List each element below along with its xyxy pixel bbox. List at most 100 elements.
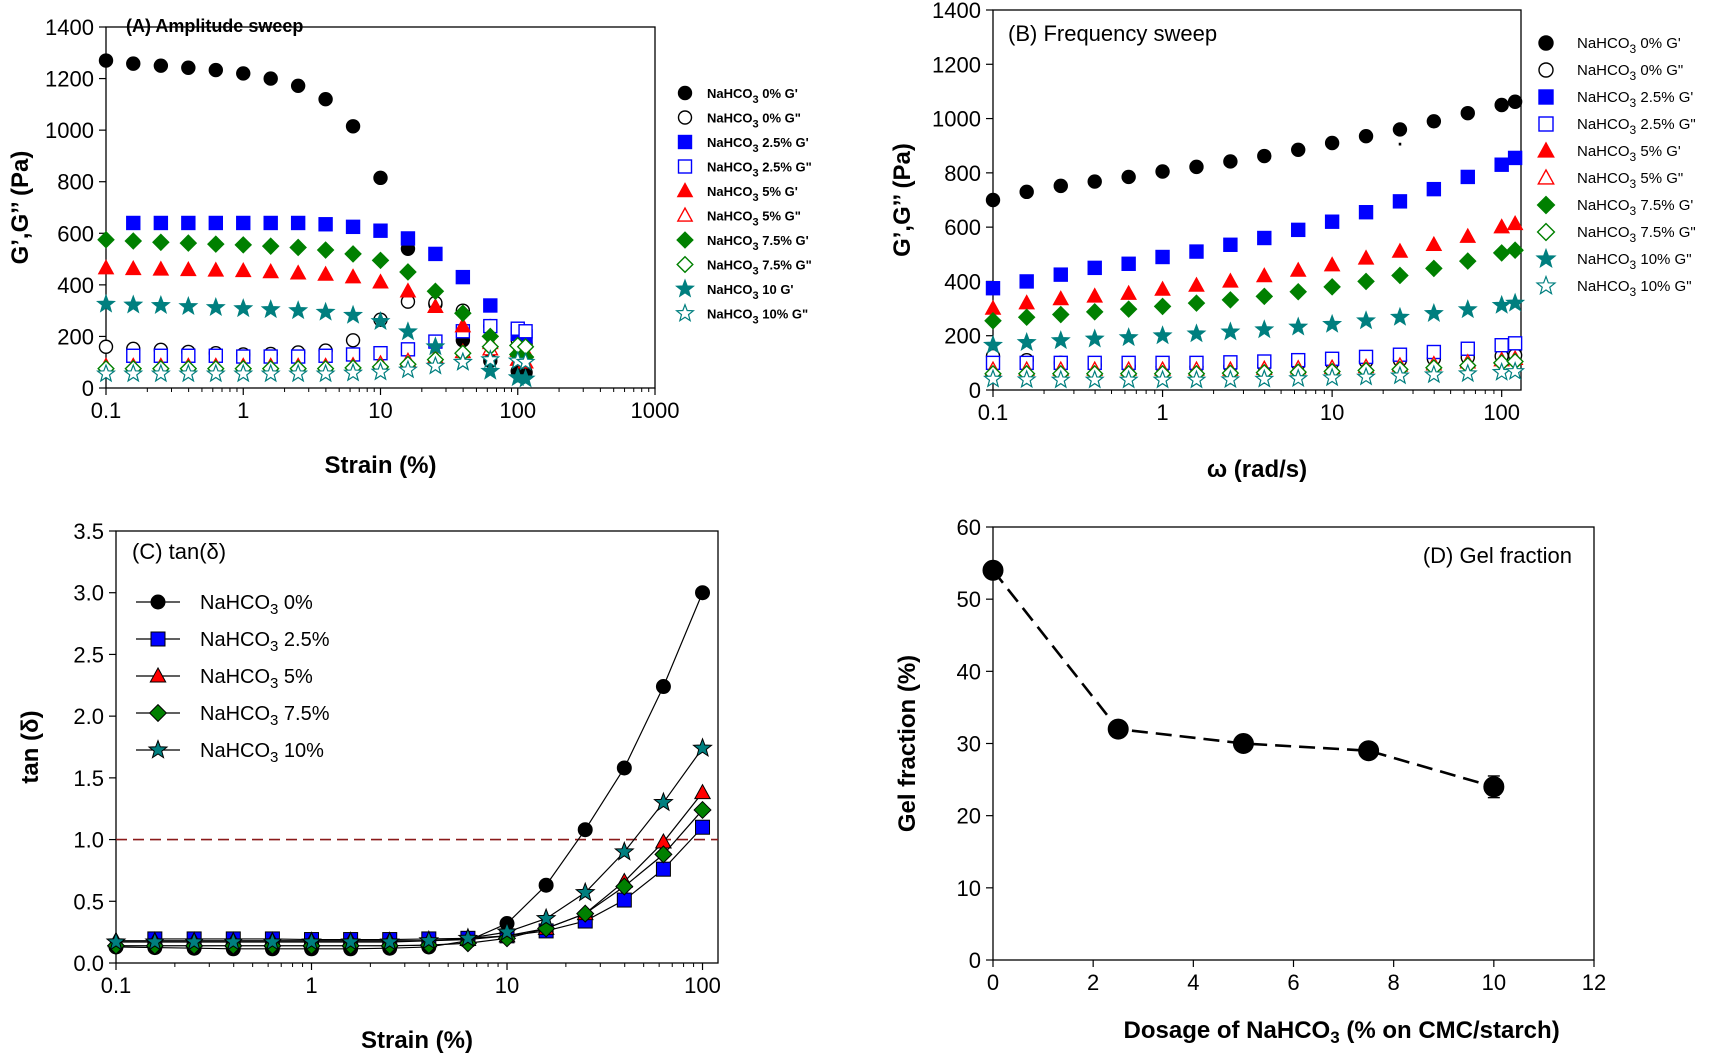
data-point — [1153, 297, 1172, 316]
legend-marker — [676, 182, 694, 198]
data-point — [1016, 332, 1037, 351]
x-tick-label: 10 — [1482, 970, 1506, 995]
data-point — [370, 361, 391, 381]
data-point — [1322, 313, 1343, 333]
data-point — [1507, 94, 1523, 109]
legend-label-sub: 3 — [1630, 42, 1637, 56]
panel-c-tan-delta: 0.0 0.5 1.0 1.5 2.0 2.5 3.0 3.5 0.1 1 10 100 Strain … — [17, 519, 721, 1054]
data-point — [1391, 266, 1409, 285]
data-point — [372, 273, 389, 289]
legend-label-main: NaHCO — [707, 86, 753, 101]
data-point — [1426, 181, 1442, 197]
x-tick-label: 0 — [987, 970, 999, 995]
series-line — [115, 592, 704, 950]
legend-label: NaHCO3 10% G" — [1577, 251, 1692, 272]
series-0 — [985, 94, 1523, 208]
series-line — [116, 809, 703, 947]
data-point — [538, 877, 554, 893]
data-point — [1051, 305, 1070, 324]
data-point — [457, 927, 479, 948]
x-axis-title: ω (rad/s) — [1207, 456, 1307, 483]
legend-label: NaHCO3 5% G" — [1577, 170, 1683, 191]
data-point — [1120, 284, 1137, 300]
data-point — [1492, 244, 1511, 262]
data-point — [345, 333, 361, 348]
data-point — [613, 841, 635, 861]
legend-marker — [676, 231, 694, 249]
legend-label-main: NaHCO — [707, 111, 753, 126]
legend-marker — [150, 631, 166, 647]
data-point — [1392, 122, 1408, 137]
legend-label-main: NaHCO — [1577, 143, 1630, 160]
x-tick-label: 0.1 — [978, 400, 1009, 425]
data-point — [1356, 310, 1377, 330]
y-tick-label: 800 — [57, 170, 94, 195]
data-point — [1255, 267, 1273, 283]
legend-marker — [1536, 195, 1556, 215]
data-point — [1118, 369, 1139, 389]
data-point — [289, 264, 307, 280]
data-point — [289, 238, 307, 257]
x-tick-label: 10 — [495, 973, 519, 998]
legend-label: NaHCO3 7.5% G' — [1577, 197, 1693, 218]
legend-label-suffix: 10% G" — [1636, 251, 1691, 268]
data-point — [181, 215, 196, 231]
legend-label-sub: 3 — [753, 290, 759, 302]
legend-marker — [676, 206, 694, 222]
y-tick-label: 800 — [944, 161, 981, 186]
data-point — [1152, 369, 1173, 389]
y-axis-title: Gel fraction (%) — [894, 655, 921, 832]
data-point — [1186, 323, 1207, 343]
legend-label-main: NaHCO — [707, 307, 753, 322]
data-point — [153, 215, 169, 231]
legend-label-suffix: 5% G" — [1636, 170, 1683, 187]
legend-label-sub: 3 — [270, 638, 278, 655]
x-tick-label: 4 — [1187, 970, 1199, 995]
data-point — [261, 237, 280, 255]
data-point — [1221, 291, 1240, 309]
x-tick-label: 1 — [237, 398, 249, 423]
plot-frame — [992, 9, 1522, 391]
data-point — [1084, 369, 1105, 389]
data-point — [1255, 287, 1274, 306]
legend-label: NaHCO3 5% — [200, 666, 313, 692]
legend-label: NaHCO3 10% G" — [707, 307, 808, 327]
data-point — [1220, 321, 1241, 341]
x-tick-label: 100 — [684, 973, 721, 998]
legend-label: NaHCO3 2.5% G" — [1577, 116, 1696, 137]
data-point — [150, 363, 171, 383]
data-point — [985, 192, 1001, 208]
x-tick-label: 10 — [1320, 400, 1344, 425]
data-point — [316, 241, 335, 259]
legend-label-main: NaHCO — [1577, 116, 1630, 133]
data-point — [263, 71, 278, 86]
data-point — [124, 259, 142, 276]
y-tick-label: 1000 — [45, 118, 94, 143]
legend-label-sub: 3 — [753, 119, 759, 131]
x-axis-title: Dosage of NaHCO3 (% on CMC/starch) — [1124, 1017, 1560, 1047]
data-point — [343, 362, 364, 382]
y-tick-label: 1.0 — [73, 828, 104, 853]
data-point — [1189, 159, 1204, 175]
legend-label-sub: 3 — [270, 712, 278, 729]
data-point — [1505, 361, 1526, 381]
data-point — [1389, 306, 1410, 326]
legend-label-suffix: 5% G" — [759, 209, 801, 224]
legend-label-main: NaHCO — [1577, 224, 1630, 241]
data-point — [1356, 366, 1377, 386]
data-point — [301, 931, 322, 951]
panel-title: (D) Gel fraction — [1423, 543, 1572, 568]
data-point — [1288, 316, 1309, 336]
data-point — [1507, 150, 1523, 166]
data-point — [1187, 294, 1206, 312]
plot-frame — [105, 26, 656, 389]
series-2 — [985, 150, 1523, 296]
legend-marker — [1536, 222, 1556, 242]
data-point — [144, 931, 166, 951]
legend-label-sub: 3 — [1630, 96, 1637, 110]
x-axis-title-suffix: (% on CMC/starch) — [1340, 1017, 1560, 1044]
data-point — [150, 294, 171, 314]
data-point — [315, 363, 336, 383]
data-point — [1505, 292, 1526, 312]
data-point — [483, 298, 498, 313]
